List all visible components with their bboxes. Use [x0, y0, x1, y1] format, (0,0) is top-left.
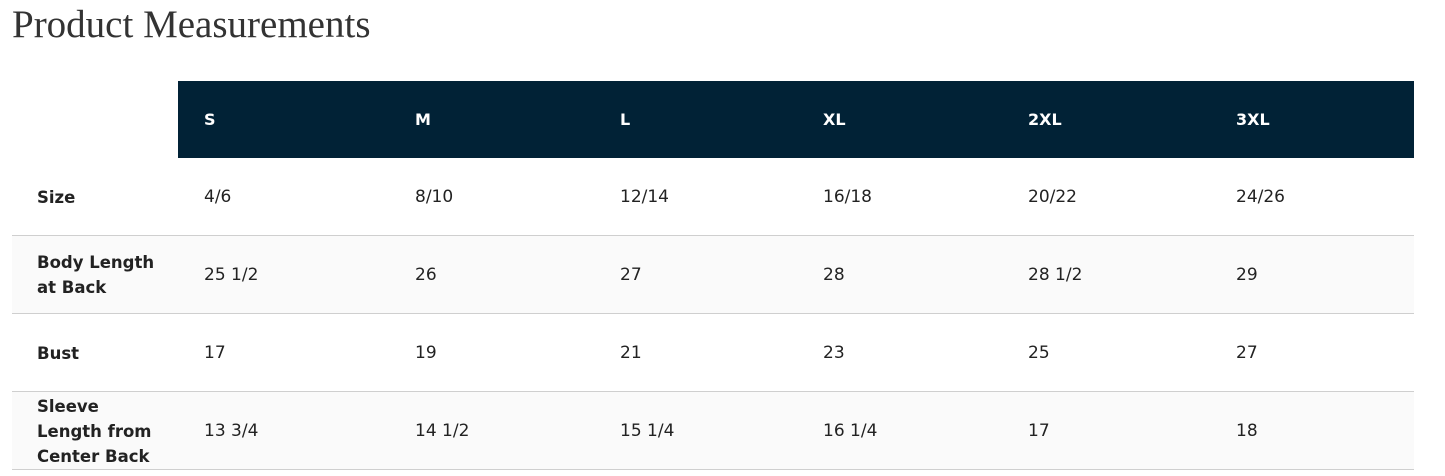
table-cell: 8/10 [415, 186, 454, 207]
table-cell: 27 [620, 264, 642, 285]
table-row [12, 392, 1414, 470]
table-cell: 21 [620, 342, 642, 363]
table-cell: 16 1/4 [823, 420, 878, 441]
row-label: Bust [37, 343, 80, 363]
table-row [12, 314, 1414, 392]
table-cell: 23 [823, 342, 845, 363]
column-header: 2XL [1028, 110, 1062, 129]
table-cell: 16/18 [823, 186, 872, 207]
table-cell: 4/6 [204, 186, 232, 207]
table-cell: 20/22 [1028, 186, 1077, 207]
table-cell: 17 [204, 342, 226, 363]
table-cell: 28 [823, 264, 845, 285]
column-header: M [415, 110, 431, 129]
table-cell: 25 1/2 [204, 264, 259, 285]
table-header [178, 81, 1414, 158]
column-header: S [204, 110, 216, 129]
page-title: Product Measurements [12, 3, 371, 46]
column-header: 3XL [1236, 110, 1270, 129]
table-cell: 17 [1028, 420, 1050, 441]
table-cell: 18 [1236, 420, 1258, 441]
column-header: L [620, 110, 631, 129]
table-cell: 24/26 [1236, 186, 1285, 207]
table-cell: 29 [1236, 264, 1258, 285]
table-cell: 27 [1236, 342, 1258, 363]
table-cell: 12/14 [620, 186, 669, 207]
column-header: XL [823, 110, 846, 129]
row-label: Sleeve Length from Center Back [37, 396, 152, 466]
row-label: Body Length at Back [37, 253, 155, 297]
table-cell: 28 1/2 [1028, 264, 1083, 285]
row-label: Size [37, 187, 76, 207]
table-cell: 13 3/4 [204, 420, 259, 441]
table-cell: 19 [415, 342, 437, 363]
table-row [12, 236, 1414, 314]
table-cell: 14 1/2 [415, 420, 470, 441]
table-cell: 26 [415, 264, 437, 285]
table-cell: 15 1/4 [620, 420, 675, 441]
table-cell: 25 [1028, 342, 1050, 363]
table-row [12, 158, 1414, 236]
